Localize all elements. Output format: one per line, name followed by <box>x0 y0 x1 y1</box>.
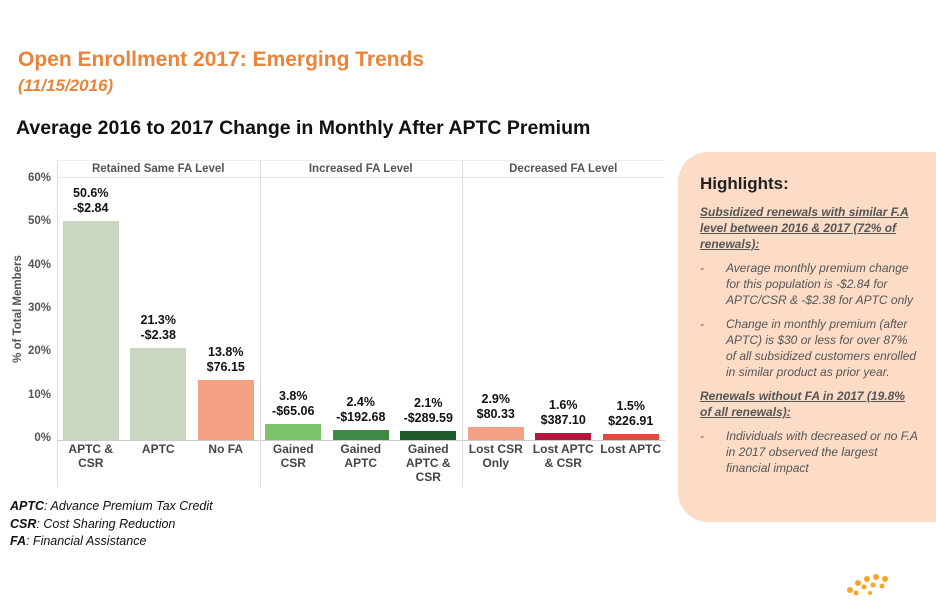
premium-change-label: -$2.84 <box>73 200 109 215</box>
premium-change-label: -$65.06 <box>272 403 315 418</box>
header-rule <box>57 177 665 178</box>
footnote-term: APTC <box>10 499 45 513</box>
bar <box>602 433 659 440</box>
chart-heading: Average 2016 to 2017 Change in Monthly A… <box>16 117 591 139</box>
bar <box>62 220 119 440</box>
value-label: 2.4% <box>346 394 376 409</box>
x-tick-label: Lost CSR Only <box>468 442 523 470</box>
highlight-bullet: Average monthly premium change for this … <box>700 260 918 308</box>
bar <box>265 423 322 440</box>
highlight-bullet: Change in monthly premium (after APTC) i… <box>700 316 918 380</box>
footnote: CSR: Cost Sharing Reduction <box>10 516 213 534</box>
highlight-bullet: Individuals with decreased or no F.A in … <box>700 428 918 476</box>
logo <box>847 574 888 596</box>
group-label: Increased FA Level <box>308 163 413 175</box>
value-label: 1.6% <box>549 398 578 413</box>
premium-change-label: $387.10 <box>540 413 586 428</box>
footnote: APTC: Advance Premium Tax Credit <box>10 498 213 516</box>
y-tick-label: 0% <box>34 432 51 444</box>
premium-change-label: -$192.68 <box>336 409 386 424</box>
footnote-term: FA <box>10 534 26 548</box>
y-tick-label: 30% <box>27 302 51 314</box>
x-tick-label: APTC <box>141 442 175 456</box>
bar <box>197 380 254 440</box>
y-tick-label: 10% <box>27 388 51 401</box>
highlights-box: Highlights: Subsidized renewals with sim… <box>678 152 936 522</box>
x-tick-label: Lost APTC & CSR <box>532 442 594 470</box>
value-label: 2.1% <box>414 395 443 410</box>
footnote-definition: : Financial Assistance <box>25 534 147 548</box>
highlight-heading: Subsidized renewals with similar F.A lev… <box>700 205 909 251</box>
premium-change-label: $226.91 <box>608 413 654 428</box>
footnotes: APTC: Advance Premium Tax Credit CSR: Cos… <box>10 498 213 551</box>
value-label: 1.5% <box>616 398 646 413</box>
highlight-heading: Renewals without FA in 2017 (19.8% of al… <box>700 389 905 419</box>
y-tick-label: 50% <box>27 215 51 228</box>
value-label: 21.3% <box>140 312 176 327</box>
value-label: 13.8% <box>208 345 244 360</box>
chart: % of Total Members 0% 10% 20% 30% 40% 50% 60% Re… <box>12 160 665 487</box>
bar <box>332 429 389 440</box>
bar <box>400 430 457 440</box>
footnote-term: CSR <box>10 516 37 531</box>
premium-change-label: -$289.59 <box>403 410 453 425</box>
group-label: Decreased FA Level <box>509 163 618 175</box>
y-tick-label: 60% <box>27 172 51 184</box>
premium-change-label: $76.15 <box>206 360 245 375</box>
footnote-definition: : Cost Sharing Reduction <box>36 516 176 531</box>
x-tick-label: No FA <box>208 442 244 456</box>
y-tick-label: 40% <box>27 258 51 271</box>
group-separator <box>462 160 463 487</box>
premium-change-label: -$2.38 <box>140 327 176 342</box>
premium-change-label: $80.33 <box>476 407 515 422</box>
value-label: 50.6% <box>73 185 109 200</box>
slide-title: Open Enrollment 2017: Emerging Trends <box>18 48 425 71</box>
slide-subtitle: (11/15/2016) <box>18 76 114 95</box>
footnote: FA: Financial Assistance <box>10 533 213 551</box>
group-separator <box>259 160 261 487</box>
x-tick-label: Gained APTC <box>340 442 382 470</box>
footnote-definition: : Advance Premium Tax Credit <box>44 499 213 513</box>
x-tick-label: Lost APTC <box>600 442 662 456</box>
x-tick-label: Gained CSR <box>272 442 314 470</box>
bar <box>130 347 187 440</box>
x-tick-label: Gained APTC & CSR <box>405 442 451 484</box>
value-label: 2.9% <box>481 392 511 407</box>
highlights-title: Highlights: <box>700 174 789 193</box>
value-label: 3.8% <box>279 388 308 403</box>
baseline <box>57 440 665 441</box>
group-label: Retained Same FA Level <box>91 163 225 175</box>
bar <box>535 433 592 440</box>
bar <box>467 427 524 440</box>
x-tick-label: APTC & CSR <box>68 442 114 470</box>
plot-area <box>57 160 665 487</box>
y-tick-label: 20% <box>27 345 51 358</box>
